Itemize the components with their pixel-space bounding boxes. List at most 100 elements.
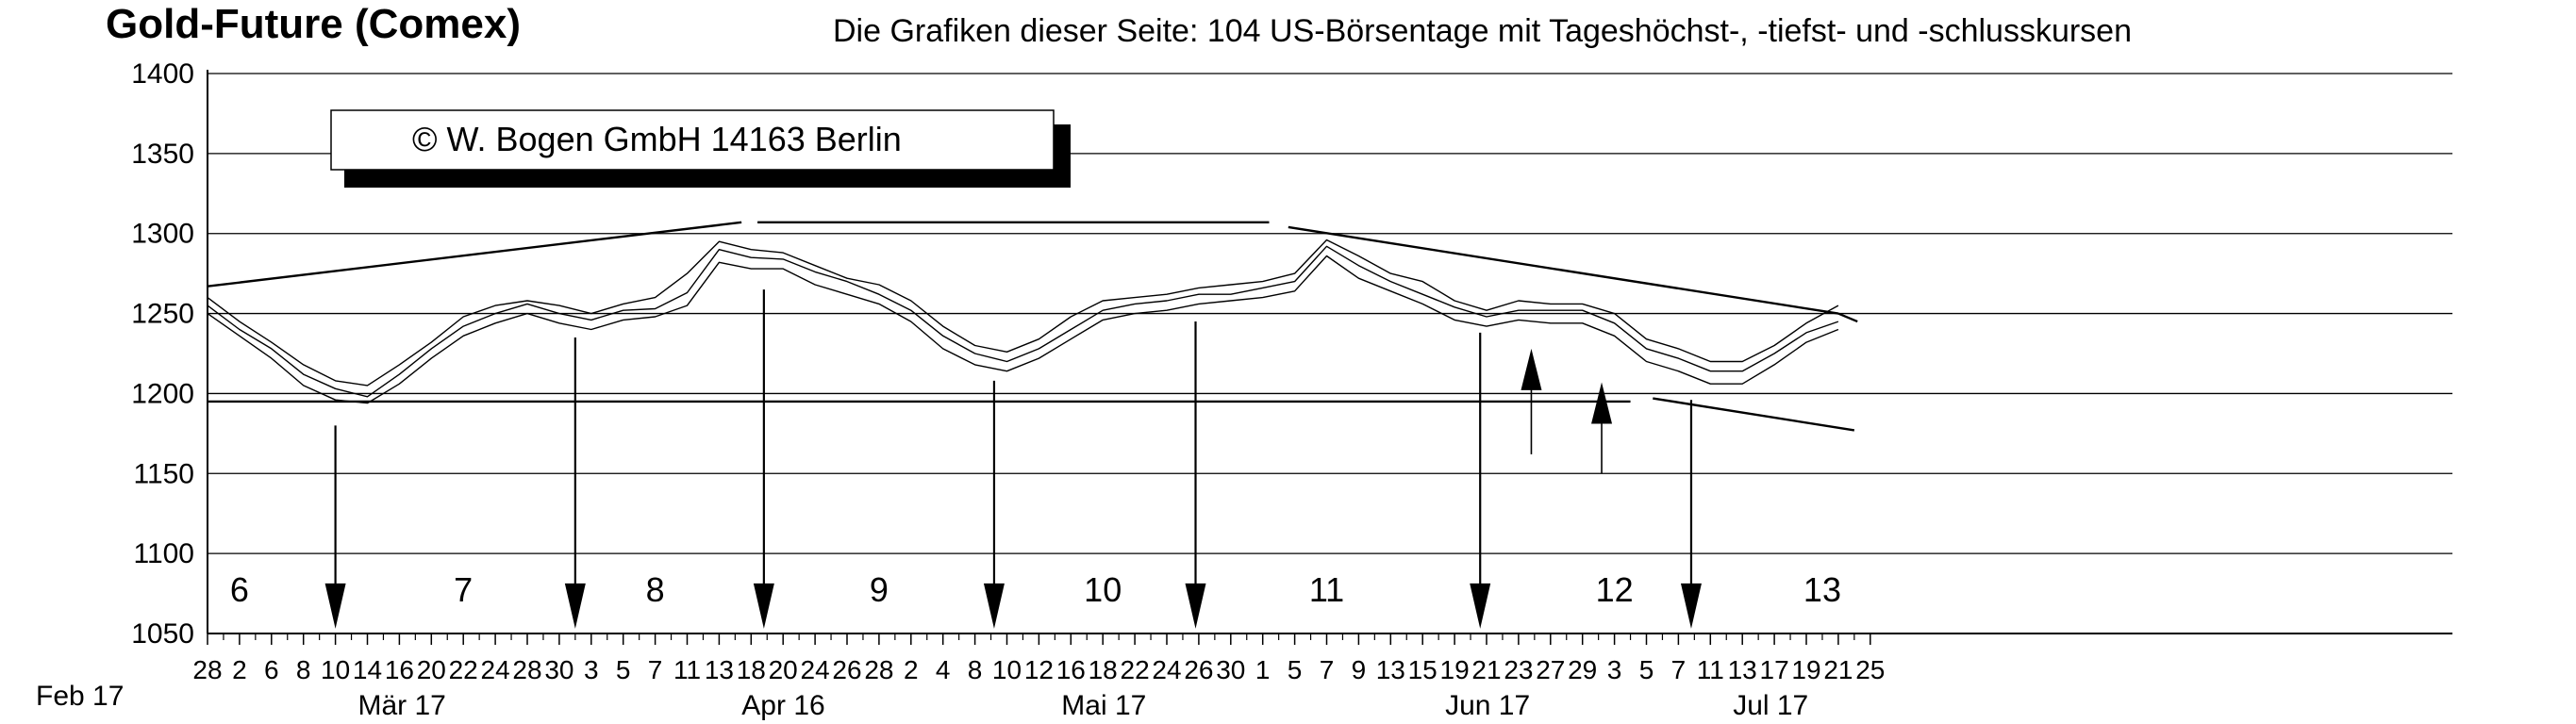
x-tick-label: 8 <box>296 655 311 684</box>
x-tick-label: 10 <box>321 655 350 684</box>
cycle-labels: 6 7 8 9 10 11 12 13 <box>230 570 1841 609</box>
x-tick-label: 11 <box>673 655 701 684</box>
x-tick-label: 28 <box>864 655 893 684</box>
y-tick-label: 1100 <box>133 538 194 569</box>
series-line-3 <box>207 255 1839 404</box>
x-tick-label: 1 <box>1255 655 1271 684</box>
x-tick-label: 27 <box>1536 655 1565 684</box>
x-tick-label: 21 <box>1471 655 1501 684</box>
cycle-label: 8 <box>646 570 665 609</box>
x-tick-label: 23 <box>1504 655 1533 684</box>
x-tick-label: 7 <box>1320 655 1335 684</box>
x-tick-label: 20 <box>769 655 798 684</box>
x-tick-label: 24 <box>801 655 830 684</box>
x-tick-label: 3 <box>1607 655 1622 684</box>
x-tick-label: 22 <box>449 655 478 684</box>
x-tick-label: 28 <box>192 655 222 684</box>
x-tick-label: 2 <box>232 655 247 684</box>
cycle-label: 13 <box>1803 570 1841 609</box>
down-arrow-head <box>983 583 1005 629</box>
copyright-box-frame <box>330 109 1055 171</box>
x-tick-label: 26 <box>1184 655 1213 684</box>
trend-line <box>1837 312 1858 323</box>
y-tick-label: 1300 <box>131 219 194 250</box>
trend-line <box>207 221 742 288</box>
x-tick-label: 24 <box>481 655 510 684</box>
down-arrow-head <box>324 583 346 629</box>
x-tick-label: 5 <box>1288 655 1303 684</box>
x-tick-label: 2 <box>904 655 919 684</box>
axes <box>207 70 2452 634</box>
x-tick-label: 19 <box>1440 655 1470 684</box>
x-tick-label: 18 <box>737 655 766 684</box>
y-axis-ticks: 1050 1100 1150 1200 1250 1300 1350 1400 <box>131 58 194 650</box>
cycle-label: 12 <box>1596 570 1634 609</box>
y-tick-label: 1150 <box>133 458 194 489</box>
month-label: Jul 17 <box>1733 690 1808 721</box>
x-tick-label: 24 <box>1152 655 1181 684</box>
x-tick-label: 5 <box>1639 655 1654 684</box>
copyright-text: © W. Bogen GmbH 14163 Berlin <box>412 120 902 158</box>
x-tick-label: 16 <box>1056 655 1086 684</box>
x-tick-label: 17 <box>1760 655 1789 684</box>
x-tick-label: 13 <box>705 655 734 684</box>
cycle-arrows <box>324 289 1702 629</box>
month-label: Mär 17 <box>358 690 446 721</box>
copyright-box: © W. Bogen GmbH 14163 Berlin <box>330 109 1071 188</box>
up-arrow-head <box>1521 348 1542 390</box>
y-tick-label: 1200 <box>131 378 194 409</box>
x-tick-label: 9 <box>1352 655 1367 684</box>
x-tick-label: 15 <box>1408 655 1438 684</box>
down-arrow-head <box>1470 583 1491 629</box>
x-tick-label: 20 <box>417 655 446 684</box>
x-tick-label: 12 <box>1024 655 1054 684</box>
cycle-label: 6 <box>230 570 249 609</box>
x-tick-label: 18 <box>1089 655 1118 684</box>
month-labels: Feb 17 Mär 17 Apr 16 Mai 17 Jun 17 Jul 17 <box>36 681 1808 721</box>
x-tick-label: 7 <box>1671 655 1687 684</box>
cycle-label: 9 <box>870 570 889 609</box>
cycle-label: 11 <box>1309 570 1344 609</box>
cycle-label: 10 <box>1084 570 1122 609</box>
x-tick-label: 21 <box>1823 655 1853 684</box>
up-arrow-head <box>1591 382 1613 424</box>
y-tick-label: 1350 <box>131 139 194 170</box>
x-tick-label: 16 <box>385 655 414 684</box>
x-tick-label: 13 <box>1376 655 1405 684</box>
trend-line <box>1653 397 1855 432</box>
x-axis-ticks: 28 2 6 8 10 14 16 20 22 24 28 30 3 5 7 11 13 18 20 24 26 28 2 4… <box>192 634 1885 684</box>
month-label: Mai 17 <box>1061 690 1146 721</box>
month-label: Apr 16 <box>741 690 824 721</box>
down-arrow-head <box>1680 583 1702 629</box>
x-tick-label: 8 <box>968 655 983 684</box>
x-tick-label: 5 <box>616 655 631 684</box>
x-tick-label: 30 <box>544 655 573 684</box>
x-tick-label: 6 <box>264 655 279 684</box>
chart-subtitle: Die Grafiken dieser Seite: 104 US-Börsen… <box>833 13 2132 49</box>
month-label: Feb 17 <box>36 681 124 712</box>
x-tick-label: 10 <box>992 655 1022 684</box>
y-tick-label: 1250 <box>131 299 194 330</box>
x-tick-label: 28 <box>512 655 541 684</box>
x-tick-label: 19 <box>1791 655 1820 684</box>
x-tick-label: 4 <box>936 655 951 684</box>
x-tick-label: 13 <box>1728 655 1757 684</box>
trend-line <box>1288 225 1839 315</box>
x-tick-label: 3 <box>584 655 599 684</box>
x-tick-label: 11 <box>1697 655 1724 684</box>
price-series <box>207 239 1839 404</box>
x-tick-label: 22 <box>1121 655 1150 684</box>
y-tick-label: 1400 <box>131 58 194 90</box>
down-arrow-head <box>1185 583 1206 629</box>
month-label: Jun 17 <box>1445 690 1530 721</box>
x-tick-label: 26 <box>832 655 861 684</box>
series-line-2 <box>207 239 1839 387</box>
x-tick-label: 7 <box>648 655 663 684</box>
series-line-1 <box>207 245 1839 398</box>
down-arrow-head <box>753 583 774 629</box>
chart-title: Gold-Future (Comex) <box>106 1 521 47</box>
x-tick-label: 29 <box>1568 655 1597 684</box>
cycle-label: 7 <box>454 570 473 609</box>
x-tick-label: 25 <box>1855 655 1885 684</box>
x-tick-label: 14 <box>353 655 382 684</box>
